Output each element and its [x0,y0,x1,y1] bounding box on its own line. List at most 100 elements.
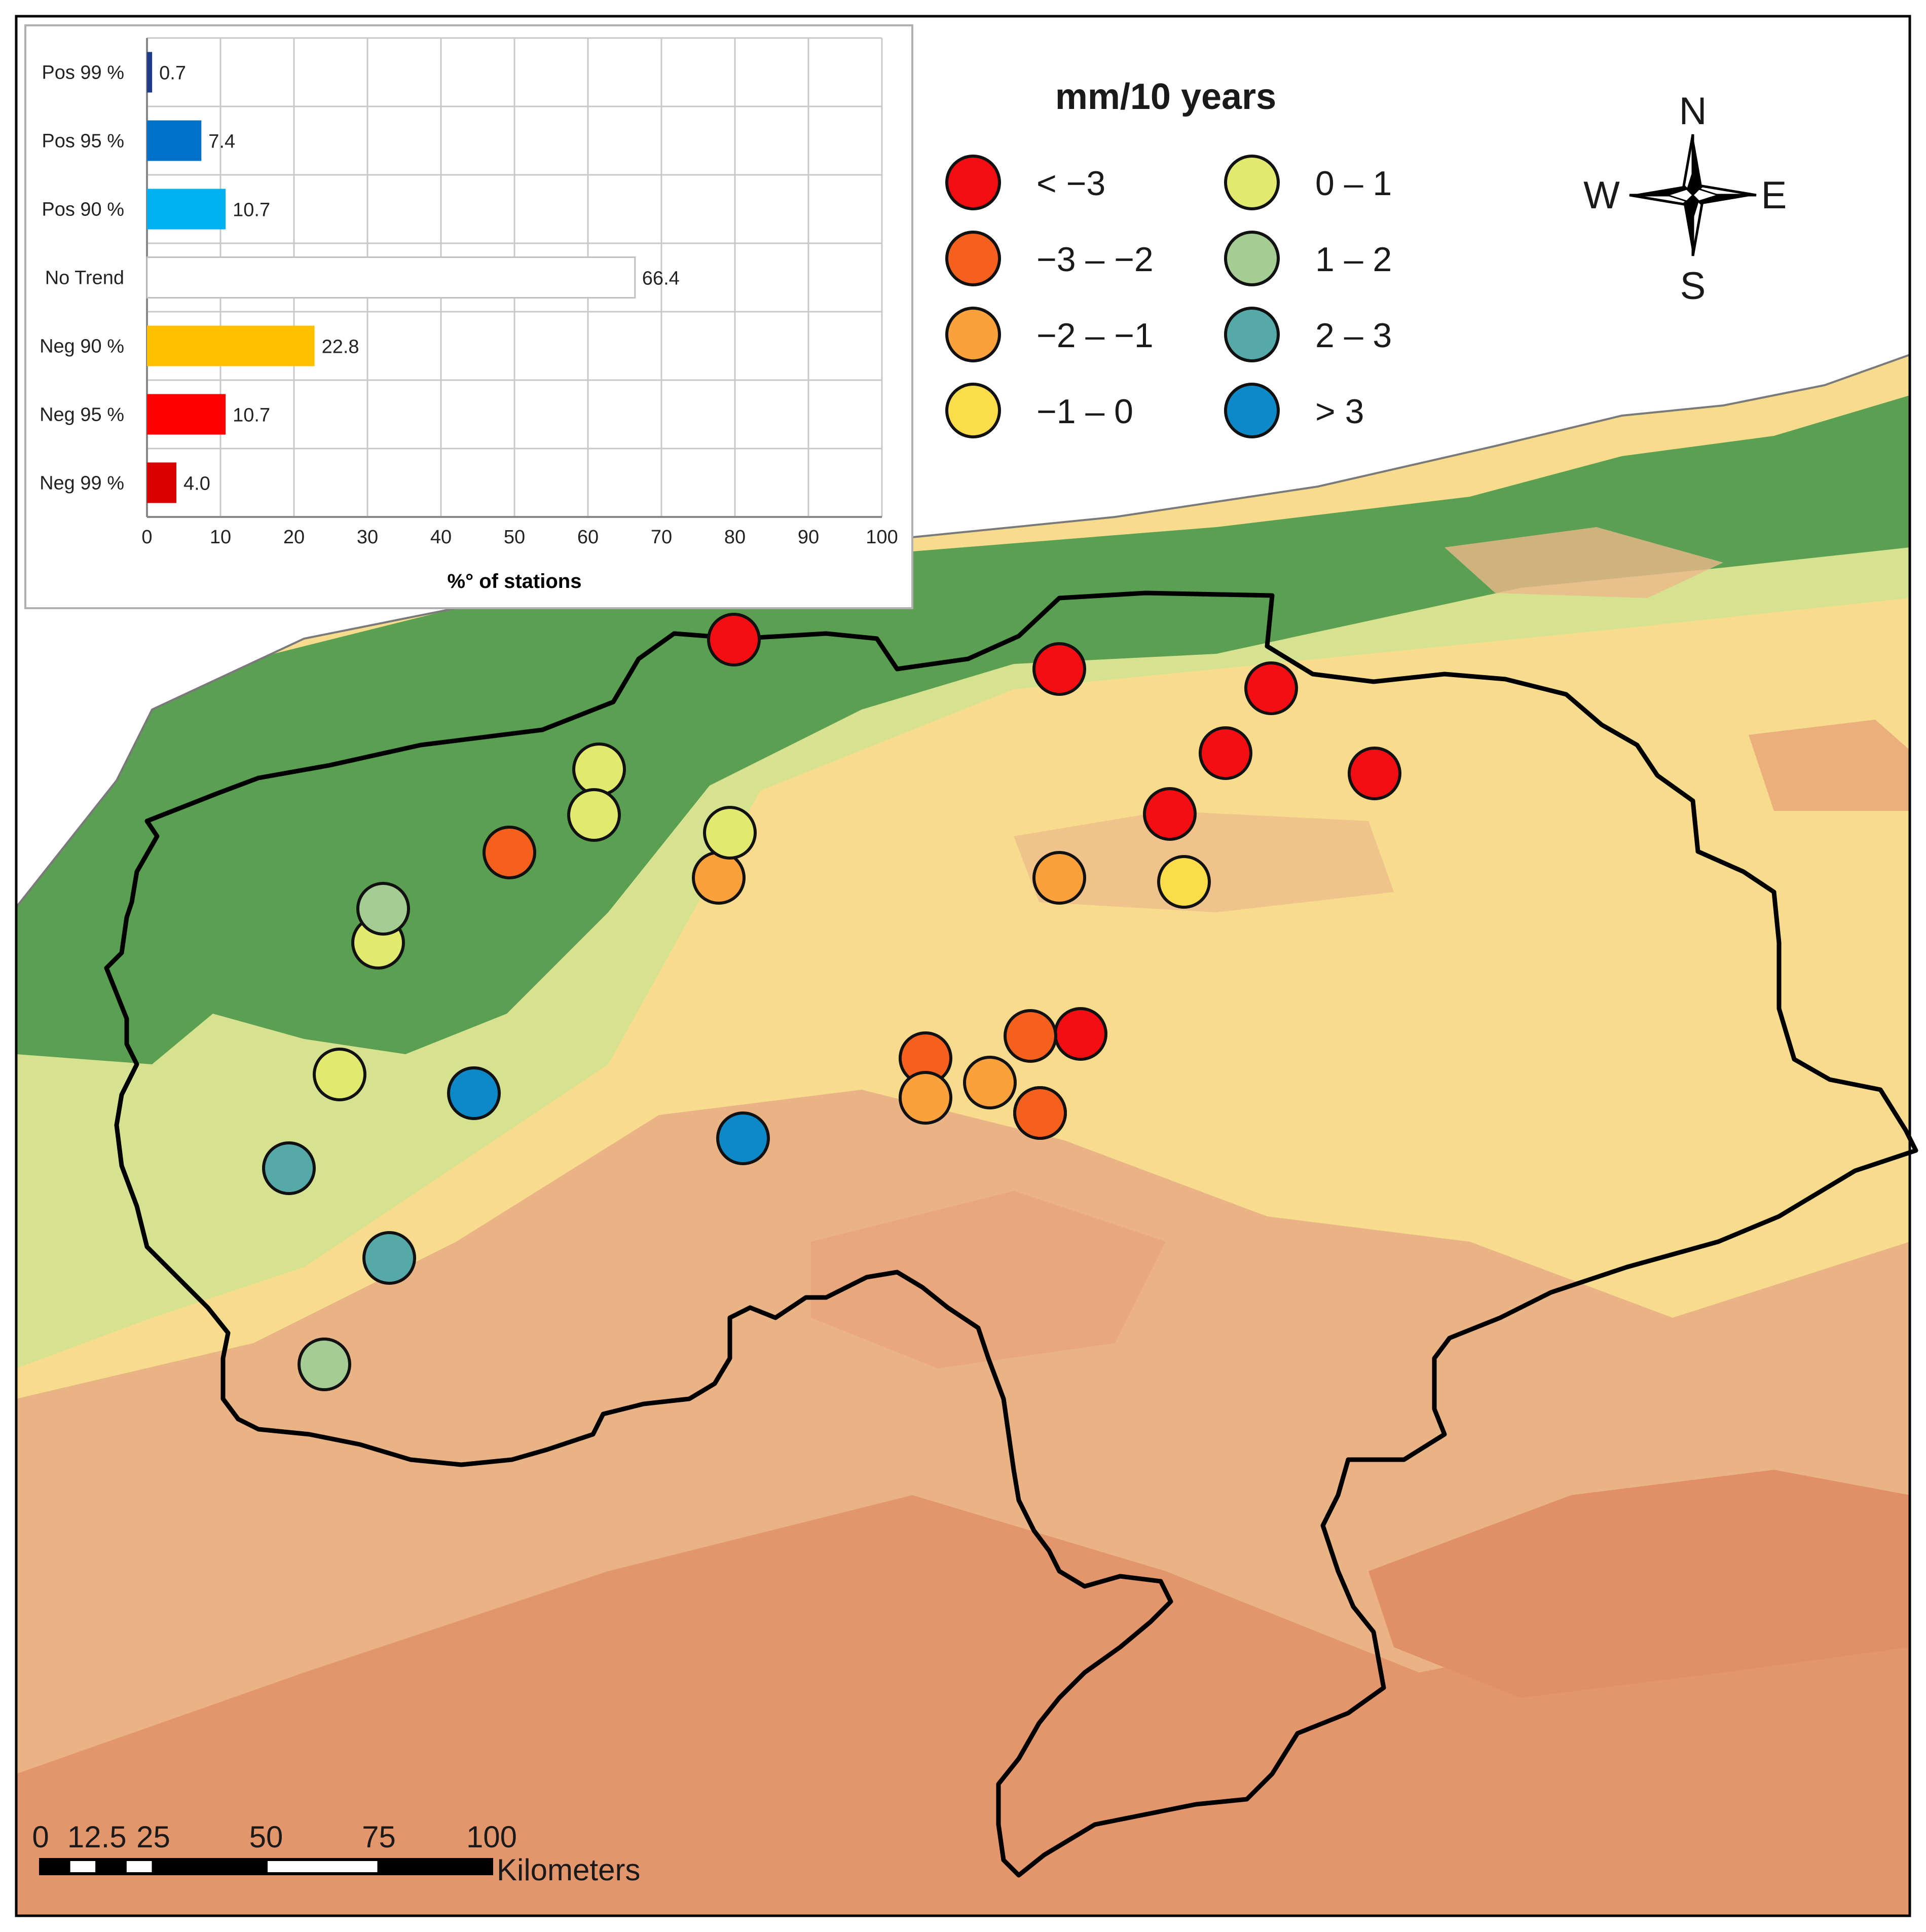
station-marker [707,613,761,666]
legend-swatch [945,231,1001,286]
scale-bar-segment [377,1858,493,1875]
scale-bar-segment [67,1858,99,1875]
chart-x-tick-label: 60 [577,527,599,548]
station-marker [483,826,536,879]
station-marker [899,1071,952,1125]
land-ridge-2 [811,1191,1166,1368]
station-marker [356,882,410,936]
chart-category-labels: Pos 99 % Pos 95 % Pos 90 % No Trend Neg 90 %… [40,62,124,494]
legend-label: > 3 [1315,392,1364,431]
scale-bar-tick-label: 100 [466,1820,517,1854]
legend-label: 1 – 2 [1315,240,1392,279]
scale-bar-segment [152,1858,268,1875]
station-marker [1199,726,1252,780]
chart-bar [147,120,202,161]
land-green [16,395,1910,1064]
legend-swatch [945,155,1001,210]
stations-layer [262,613,1401,1391]
land-darkorange [16,1495,1910,1916]
chart-bar [147,325,315,366]
chart-x-tick-label: 10 [210,527,231,548]
legend-label: −3 – −2 [1036,240,1154,279]
chart-x-tick-label: 70 [651,527,672,548]
legend-swatch [945,307,1001,362]
chart-bar [147,394,226,435]
chart-category-label: Neg 90 % [40,336,124,357]
station-marker [1032,642,1086,696]
chart-x-tick-label: 80 [724,527,746,548]
scale-bar-segment [123,1858,155,1875]
chart-x-tick-label: 90 [798,527,819,548]
basin-boundary [104,590,1918,1878]
station-marker [447,1066,501,1120]
land-highland-2 [1444,527,1723,598]
station-marker [1054,1007,1107,1061]
land-highland-1 [1014,811,1394,912]
coastline [16,354,1910,908]
station-marker [313,1048,366,1101]
scale-bar-segment [39,1858,70,1875]
chart-value-label: 10.7 [233,200,270,221]
scale-bar-tick-labels: 0 12.5 25 50 75 100 [32,1820,517,1854]
legend-swatch [1224,231,1280,286]
legend-label: −1 – 0 [1036,392,1133,431]
chart-bars [146,52,636,503]
station-marker [298,1337,351,1391]
compass-label-w: W [1583,174,1620,217]
chart-x-tick-label: 40 [430,527,452,548]
legend-label: −2 – −1 [1036,316,1154,355]
chart-x-tick-label: 30 [357,527,378,548]
station-marker [1244,661,1298,715]
chart-value-label: 22.8 [322,337,359,358]
legend-swatch [945,383,1001,438]
station-marker [1348,747,1401,800]
scale-bar-unit: Kilometers [497,1853,640,1887]
chart-value-labels: 0.7 7.4 10.7 66.4 22.8 10.7 4.0 [159,63,680,495]
station-marker [703,806,757,860]
chart-x-tick-label: 20 [283,527,305,548]
chart-category-label: Neg 95 % [40,404,124,426]
station-marker [262,1141,316,1195]
compass-label-n: N [1679,90,1707,133]
scale-bar-tick-label: 12.5 [67,1820,127,1854]
chart-x-tick-label: 100 [866,527,898,548]
chart-x-tick-label: 50 [504,527,525,548]
inset-bar-chart: Pos 99 % Pos 95 % Pos 90 % No Trend Neg 90 %… [24,24,913,609]
station-marker [362,1231,416,1285]
scale-bar-segment [265,1858,381,1875]
legend-items: < −3 −3 – −2 −2 – −1 −1 – 0 0 – 1 1 – 2 2 – 3 >… [945,155,1392,438]
compass-label-e: E [1761,174,1787,217]
chart-value-label: 7.4 [208,131,235,153]
station-marker [1013,1086,1067,1140]
legend-swatch [1224,383,1280,438]
scale-bar: 0 12.5 25 50 75 100 Kilometers [32,1820,640,1887]
chart-category-label: No Trend [45,268,124,289]
chart-x-tick-label: 0 [141,527,152,548]
legend-label: 2 – 3 [1315,316,1392,355]
scale-bar-segments [39,1858,493,1875]
chart-bar [146,256,636,299]
chart-category-label: Pos 90 % [42,199,124,220]
chart-category-label: Neg 99 % [40,473,124,494]
map-frame-border [15,15,1911,1917]
land-highland-3 [1749,720,1910,811]
chart-x-axis-label: %° of stations [448,570,582,592]
chart-bar [147,52,153,93]
chart-value-label: 10.7 [233,405,270,426]
chart-bar [147,189,226,230]
legend-title: mm/10 years [1055,77,1276,117]
scale-bar-tick-label: 50 [249,1820,283,1854]
compass-label-s: S [1680,265,1706,308]
chart-category-label: Pos 95 % [42,131,124,152]
station-marker [567,788,621,842]
scale-bar-tick-label: 75 [362,1820,396,1854]
chart-x-tick-labels: 0 10 20 30 40 50 60 70 80 90 100 [141,527,898,548]
legend-label: < −3 [1036,164,1105,203]
scale-bar-segment [95,1858,127,1875]
compass-rose: N S E W [1583,90,1787,308]
station-marker [1157,855,1211,909]
chart-value-label: 0.7 [159,63,186,84]
legend-swatch [1224,155,1280,210]
chart-bar [147,462,176,503]
chart-value-label: 66.4 [642,268,680,289]
